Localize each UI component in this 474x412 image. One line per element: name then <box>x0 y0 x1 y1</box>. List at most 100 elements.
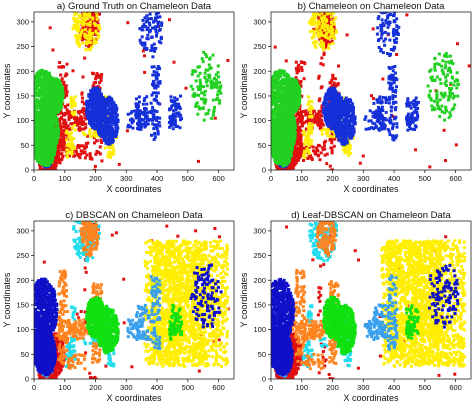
data-point <box>154 91 158 95</box>
data-point <box>112 148 116 152</box>
data-point <box>169 98 173 102</box>
data-point <box>42 111 46 114</box>
data-point <box>127 123 130 127</box>
data-point <box>73 95 77 99</box>
data-point <box>108 115 112 119</box>
data-point <box>198 78 202 82</box>
data-point <box>73 120 77 124</box>
data-point <box>73 124 77 127</box>
data-point <box>87 93 91 97</box>
data-point <box>98 100 101 104</box>
data-point <box>70 98 74 102</box>
data-point <box>34 78 38 82</box>
data-point <box>99 94 103 98</box>
data-point <box>69 122 73 126</box>
data-point <box>94 30 98 34</box>
data-point <box>203 93 207 97</box>
data-point <box>39 136 43 140</box>
data-point <box>114 109 118 113</box>
data-point <box>191 69 195 73</box>
data-point <box>204 52 208 56</box>
data-point <box>107 132 111 136</box>
data-point <box>84 133 87 137</box>
data-point <box>211 98 215 102</box>
data-point <box>61 154 65 158</box>
data-point <box>40 141 44 145</box>
data-point <box>201 106 205 110</box>
data-point <box>94 27 98 31</box>
data-point <box>81 41 85 45</box>
data-point <box>100 132 104 136</box>
data-point <box>197 159 200 163</box>
data-point <box>155 71 159 75</box>
data-point <box>60 79 64 83</box>
data-point <box>205 84 209 88</box>
data-point <box>41 123 45 127</box>
data-point <box>94 112 98 116</box>
data-point <box>92 106 96 110</box>
data-point <box>35 105 39 109</box>
data-point <box>99 111 102 115</box>
data-point <box>37 149 41 153</box>
data-point <box>34 117 36 120</box>
data-point <box>65 148 69 152</box>
data-point <box>44 151 48 155</box>
data-point <box>51 48 55 52</box>
data-point <box>83 12 87 16</box>
data-point <box>148 12 152 16</box>
data-point <box>64 105 67 108</box>
data-point <box>98 130 102 134</box>
data-point <box>175 105 179 109</box>
data-point <box>70 110 74 114</box>
data-point <box>34 109 38 113</box>
data-point <box>90 115 94 119</box>
data-point <box>139 109 142 113</box>
data-point <box>57 117 61 121</box>
data-point <box>149 111 153 115</box>
data-point <box>173 115 177 119</box>
data-point <box>204 112 208 116</box>
data-point <box>85 115 89 119</box>
data-point <box>68 142 72 146</box>
data-point <box>143 70 147 74</box>
data-point <box>58 120 62 124</box>
data-point <box>208 57 212 61</box>
data-point <box>153 131 157 135</box>
data-point <box>158 80 162 84</box>
data-point <box>97 132 101 136</box>
data-point <box>69 138 73 142</box>
data-point <box>149 17 153 21</box>
data-point <box>197 88 201 91</box>
data-point <box>46 107 50 111</box>
data-point <box>60 65 63 69</box>
data-point <box>115 113 119 117</box>
data-point <box>152 127 156 131</box>
data-point <box>203 71 207 75</box>
data-point <box>84 18 88 22</box>
data-point <box>54 134 58 138</box>
data-point <box>108 107 112 111</box>
data-point <box>152 70 156 74</box>
data-point <box>192 92 196 96</box>
data-point <box>41 83 45 87</box>
data-point <box>93 17 96 21</box>
data-point <box>153 123 157 127</box>
data-point <box>199 86 203 90</box>
data-point <box>37 135 41 139</box>
data-point <box>90 45 94 49</box>
data-point <box>34 127 37 131</box>
data-point <box>172 60 176 64</box>
data-point <box>87 13 91 16</box>
data-point <box>152 138 156 141</box>
data-point <box>35 154 39 158</box>
data-point <box>46 80 50 84</box>
data-point <box>64 133 68 137</box>
data-point <box>76 34 80 38</box>
data-point <box>48 26 52 30</box>
data-point <box>174 108 178 112</box>
data-point <box>85 13 89 17</box>
data-point <box>137 100 141 104</box>
data-point <box>77 122 81 126</box>
data-point <box>216 71 220 75</box>
